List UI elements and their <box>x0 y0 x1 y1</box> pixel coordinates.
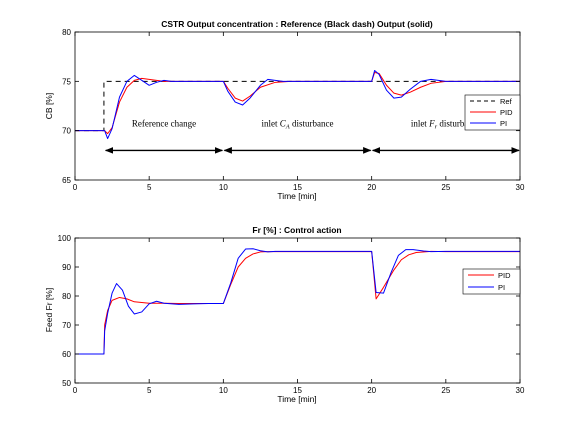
bottom-legend-box <box>462 268 521 295</box>
top-xtick-label: 10 <box>219 183 228 192</box>
bottom-plot: Fr [%] : Control action 0 5 10 15 20 25 30 50 60… <box>44 225 525 404</box>
top-xtick-label: 25 <box>441 183 450 192</box>
bottom-plot-area <box>75 238 520 383</box>
disturbance-annotation: inlet Fr disturbance <box>411 119 481 131</box>
bottom-xtick-label: 25 <box>441 386 450 395</box>
top-ytick-label: 75 <box>62 77 71 86</box>
bottom-ytick-label: 60 <box>62 350 71 359</box>
top-xtick-label: 5 <box>147 183 152 192</box>
bottom-xtick-label: 20 <box>367 386 376 395</box>
bottom-xtick-label: 30 <box>516 386 525 395</box>
bottom-ytick-label: 80 <box>62 292 71 301</box>
bottom-xtick-label: 15 <box>293 386 302 395</box>
bottom-series-pid-line <box>75 250 520 355</box>
top-legend: Ref PID PI <box>464 94 521 131</box>
top-annotation-layer: Reference change inlet CA disturbance inle… <box>132 119 481 131</box>
bottom-ytick-label: 100 <box>58 234 72 243</box>
top-series-pi-line <box>75 69 520 140</box>
top-legend-ref-label: Ref <box>500 97 513 106</box>
disturbance-annotation: inlet CA disturbance <box>262 119 334 131</box>
top-xlabel: Time [min] <box>277 191 316 201</box>
disturbance-annotation: Reference change <box>132 119 196 129</box>
bottom-ylabel: Feed Fr [%] <box>44 288 54 332</box>
top-xtick-label: 15 <box>293 183 302 192</box>
top-ylabel: CB [%] <box>44 93 54 119</box>
bottom-xtick-label: 5 <box>147 386 152 395</box>
bottom-plot-title: Fr [%] : Control action <box>252 225 341 235</box>
bottom-xtick-label: 10 <box>219 386 228 395</box>
top-xtick-label: 20 <box>367 183 376 192</box>
top-plot: CSTR Output concentration : Reference (B… <box>44 19 525 201</box>
top-ytick-label: 65 <box>62 176 71 185</box>
bottom-legend: PID PI <box>462 268 521 295</box>
top-legend-pi-label: PI <box>500 119 507 128</box>
top-plot-area <box>75 32 520 180</box>
bottom-legend-pid-label: PID <box>498 271 511 280</box>
top-xtick-label: 30 <box>516 183 525 192</box>
bottom-series-pi-line <box>75 248 520 355</box>
top-tick-layer: 0 5 10 15 20 25 30 65 70 75 80 <box>62 28 525 192</box>
top-xtick-label: 0 <box>73 183 78 192</box>
bottom-series-layer <box>75 248 520 355</box>
top-series-layer <box>75 69 520 140</box>
bottom-ytick-label: 50 <box>62 379 71 388</box>
top-legend-pid-label: PID <box>500 108 513 117</box>
bottom-xlabel: Time [min] <box>277 394 316 404</box>
bottom-legend-pi-label: PI <box>498 283 505 292</box>
top-plot-title: CSTR Output concentration : Reference (B… <box>161 19 433 29</box>
top-ytick-label: 70 <box>62 127 71 136</box>
bottom-tick-layer: 0 5 10 15 20 25 30 50 60 70 80 90 100 <box>58 234 525 395</box>
bottom-ytick-label: 70 <box>62 321 71 330</box>
bottom-ytick-label: 90 <box>62 263 71 272</box>
top-ytick-label: 80 <box>62 28 71 37</box>
bottom-xtick-label: 0 <box>73 386 78 395</box>
